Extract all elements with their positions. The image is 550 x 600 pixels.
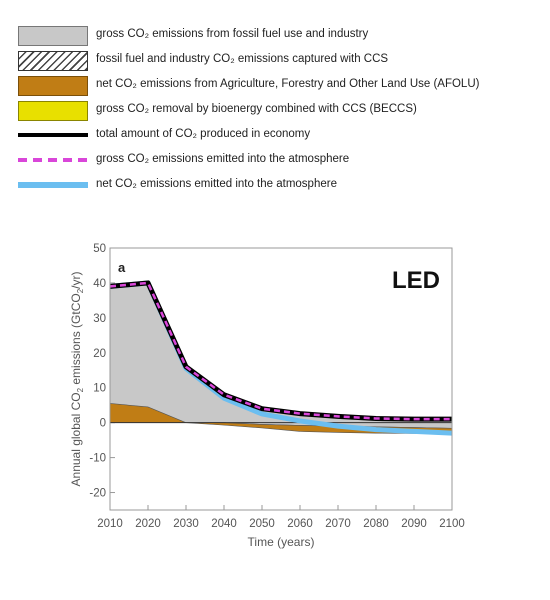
legend-label-beccs: gross CO₂ removal by bioenergy combined … — [96, 103, 417, 115]
y-tick-labels: -20 -10 0 10 20 30 40 50 — [89, 243, 106, 500]
x-tick-label-2010: 2010 — [97, 518, 123, 530]
area-gross-fossil — [110, 282, 452, 429]
y-tick-label--20: -20 — [89, 488, 106, 500]
legend-item-afolu: net CO₂ emissions from Agriculture, Fore… — [18, 76, 518, 96]
legend-item-gross-atm: gross CO₂ emissions emitted into the atm… — [18, 151, 518, 171]
legend-item-net-atm: net CO₂ emissions emitted into the atmos… — [18, 176, 518, 196]
legend-label-ccs: fossil fuel and industry CO₂ emissions c… — [96, 53, 389, 65]
legend-swatch-beccs — [18, 101, 88, 121]
line-layer — [110, 280, 452, 436]
legend-swatch-afolu — [18, 76, 88, 96]
y-tick-label-50: 50 — [93, 243, 106, 255]
x-tick-label-2080: 2080 — [363, 518, 389, 530]
y-axis-label: Annual global CO2 emissions (GtCO2/yr) — [69, 272, 85, 487]
legend-label-gross-fossil: gross CO₂ emissions from fossil fuel use… — [96, 28, 369, 40]
legend-line-gross-atm — [18, 158, 88, 162]
legend-line-total — [18, 133, 88, 137]
x-tick-label-2100: 2100 — [439, 518, 465, 530]
legend-item-ccs: fossil fuel and industry CO₂ emissions c… — [18, 51, 518, 71]
legend-label-gross-atm: gross CO₂ emissions emitted into the atm… — [96, 153, 350, 165]
legend-item-total: total amount of CO₂ produced in economy — [18, 126, 518, 146]
y-tick-label-0: 0 — [100, 418, 106, 430]
legend-swatch-gross-fossil — [18, 26, 88, 46]
x-tick-label-2070: 2070 — [325, 518, 351, 530]
panel-label: a — [118, 260, 126, 275]
x-axis-label: Time (years) — [248, 535, 315, 549]
legend-label-total: total amount of CO₂ produced in economy — [96, 128, 311, 140]
scenario-label: LED — [392, 267, 440, 294]
x-tick-marks — [109, 505, 453, 510]
line-gross-atmosphere — [110, 281, 452, 421]
x-tick-label-2030: 2030 — [173, 518, 199, 530]
y-tick-label-40: 40 — [93, 278, 106, 290]
y-tick-label-30: 30 — [93, 313, 106, 325]
plot-frame — [109, 247, 453, 511]
x-tick-label-2020: 2020 — [135, 518, 161, 530]
x-tick-label-2060: 2060 — [287, 518, 313, 530]
x-tick-label-2050: 2050 — [249, 518, 275, 530]
y-tick-label-20: 20 — [93, 348, 106, 360]
legend-item-gross-fossil: gross CO₂ emissions from fossil fuel use… — [18, 26, 518, 46]
x-tick-label-2040: 2040 — [211, 518, 237, 530]
legend-label-afolu: net CO₂ emissions from Agriculture, Fore… — [96, 78, 480, 90]
legend-item-beccs: gross CO₂ removal by bioenergy combined … — [18, 101, 518, 121]
legend-line-net-atm — [18, 182, 88, 188]
y-tick-label--10: -10 — [89, 453, 106, 465]
y-tick-label-10: 10 — [93, 383, 106, 395]
x-tick-labels: 2010 2020 2030 2040 2050 2060 2070 2080 2090 2100 — [97, 518, 465, 530]
legend-swatch-ccs — [18, 51, 88, 71]
x-tick-label-2090: 2090 — [401, 518, 427, 530]
legend-label-net-atm: net CO₂ emissions emitted into the atmos… — [96, 178, 337, 190]
